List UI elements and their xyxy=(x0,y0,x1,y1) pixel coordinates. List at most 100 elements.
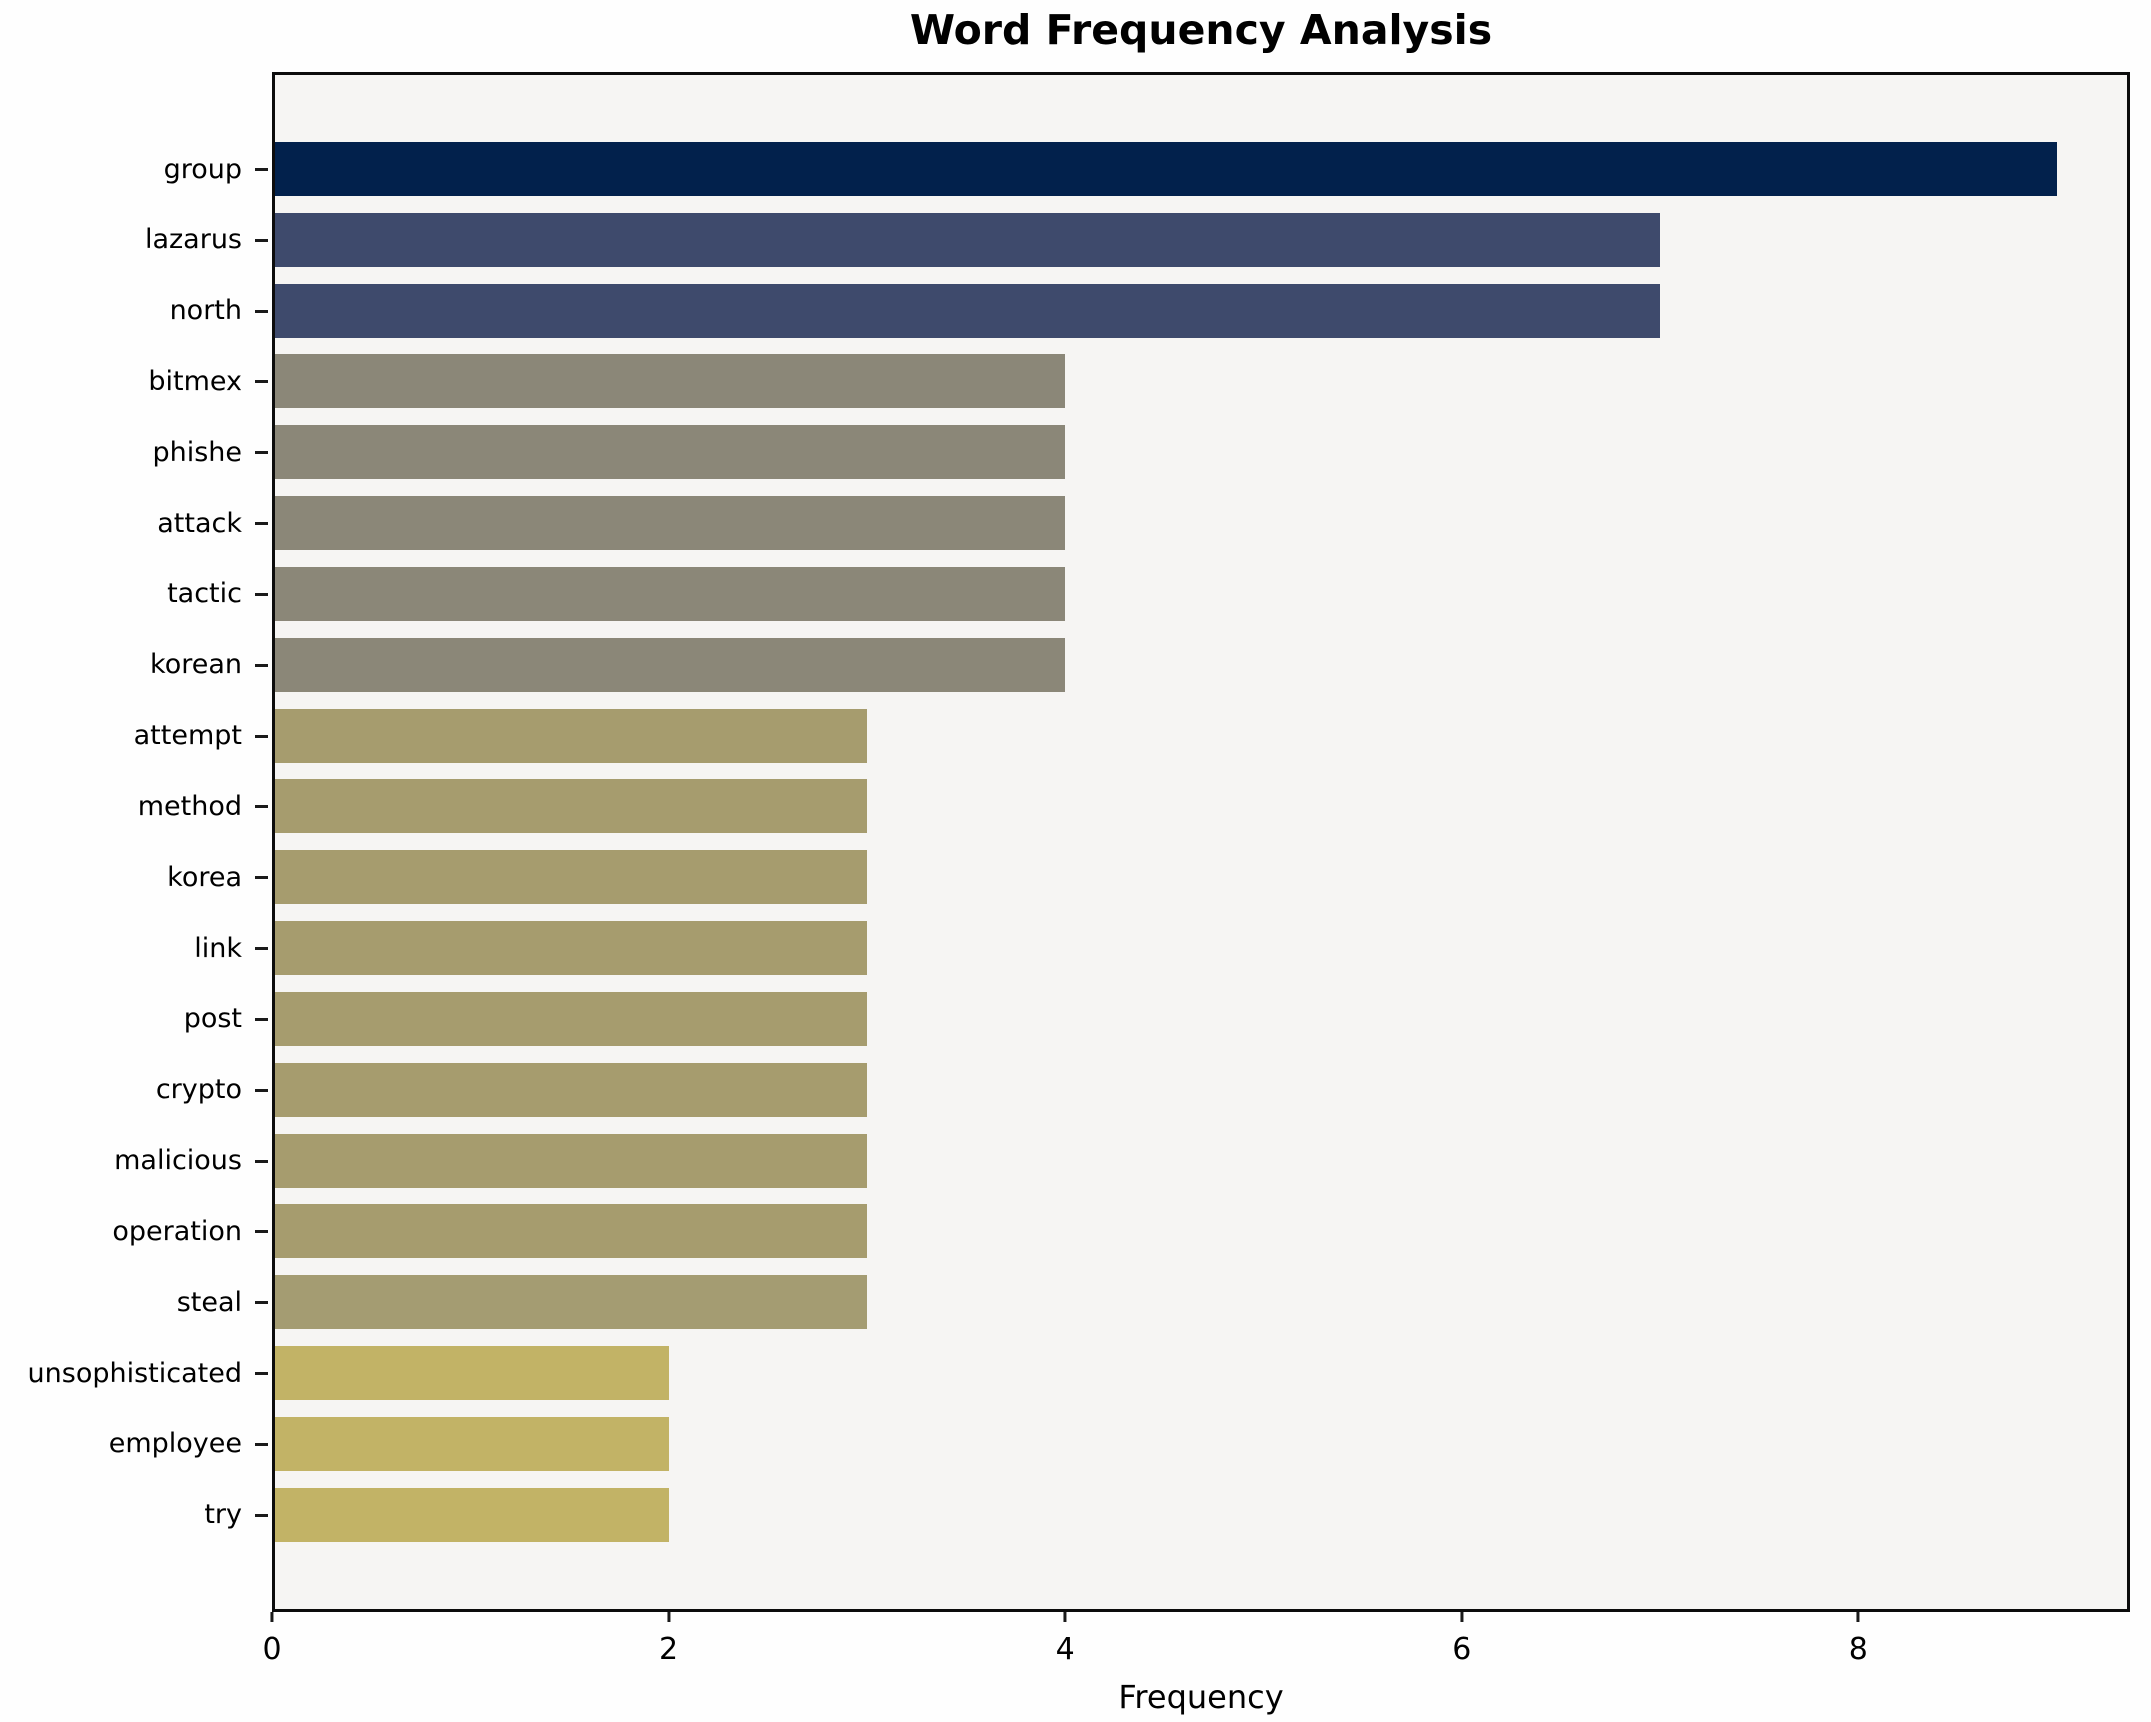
bar-zone xyxy=(272,212,2130,267)
y-tick-mark xyxy=(255,1088,268,1092)
y-tick-mark xyxy=(255,592,268,596)
bar-row: korean xyxy=(0,637,2130,692)
bar-row: post xyxy=(0,991,2130,1046)
y-tick-mark xyxy=(255,1513,268,1517)
bar-row: attempt xyxy=(0,708,2130,763)
y-axis-label: try xyxy=(0,1488,272,1542)
bar-zone xyxy=(272,991,2130,1046)
bar xyxy=(272,496,1066,551)
bar-row: bitmex xyxy=(0,354,2130,409)
x-tick-mark xyxy=(270,1612,274,1622)
bar-zone xyxy=(272,1133,2130,1188)
x-tick: 6 xyxy=(1452,1612,1471,1667)
bar-rows: group lazarus north bitmex phishe attack tacti… xyxy=(0,142,2130,1542)
y-axis-label: unsophisticated xyxy=(0,1346,272,1400)
bar xyxy=(272,142,2057,196)
x-tick: 8 xyxy=(1849,1612,1868,1667)
x-tick-mark xyxy=(667,1612,671,1622)
y-tick-mark xyxy=(255,1372,268,1376)
x-tick-label: 0 xyxy=(262,1632,282,1667)
y-axis-label: link xyxy=(0,921,272,975)
bar xyxy=(272,1416,669,1471)
bar-zone xyxy=(272,1416,2130,1471)
bar xyxy=(272,779,867,834)
bar-row: tactic xyxy=(0,566,2130,621)
bar-zone xyxy=(272,850,2130,905)
bar-row: group xyxy=(0,142,2130,196)
bar xyxy=(272,1204,867,1259)
y-tick-mark xyxy=(255,451,268,455)
bar-row: malicious xyxy=(0,1133,2130,1188)
bar-row: crypto xyxy=(0,1062,2130,1117)
bar xyxy=(272,283,1661,338)
bar-zone xyxy=(272,708,2130,763)
bar xyxy=(272,637,1066,692)
y-tick-mark xyxy=(255,1159,268,1163)
y-tick-mark xyxy=(255,168,268,171)
x-axis: 0 2 4 6 8 xyxy=(262,1612,2130,1682)
y-axis-label: tactic xyxy=(0,567,272,621)
y-tick-mark xyxy=(255,1442,268,1446)
bar-row: lazarus xyxy=(0,212,2130,267)
bar xyxy=(272,566,1066,621)
bar xyxy=(272,354,1066,409)
bar-zone xyxy=(272,496,2130,551)
bar xyxy=(272,1275,867,1330)
y-tick-mark xyxy=(255,663,268,667)
y-tick-mark xyxy=(255,805,268,809)
bar-row: steal xyxy=(0,1275,2130,1330)
bar-row: attack xyxy=(0,496,2130,551)
y-axis-label: bitmex xyxy=(0,354,272,408)
y-tick-mark xyxy=(255,876,268,880)
bar-row: employee xyxy=(0,1416,2130,1471)
y-axis-label: method xyxy=(0,779,272,833)
x-tick-label: 8 xyxy=(1848,1632,1868,1667)
y-axis-label: employee xyxy=(0,1417,272,1471)
bar-zone xyxy=(272,566,2130,621)
bar xyxy=(272,1062,867,1117)
bar xyxy=(272,1346,669,1401)
bar-zone xyxy=(272,921,2130,976)
bar-row: try xyxy=(0,1487,2130,1542)
chart-title: Word Frequency Analysis xyxy=(909,6,1493,54)
bar-zone xyxy=(272,354,2130,409)
x-tick-mark xyxy=(1063,1612,1067,1622)
y-tick-mark xyxy=(255,734,268,738)
bar-row: unsophisticated xyxy=(0,1346,2130,1401)
bar-row: operation xyxy=(0,1204,2130,1259)
bar-row: method xyxy=(0,779,2130,834)
y-tick-mark xyxy=(255,238,268,242)
y-tick-mark xyxy=(255,1230,268,1234)
bar-zone xyxy=(272,1487,2130,1542)
bar-row: korea xyxy=(0,850,2130,905)
bar xyxy=(272,921,867,976)
bar-row: phishe xyxy=(0,425,2130,480)
bar-zone xyxy=(272,142,2130,196)
y-axis-label: korean xyxy=(0,638,272,692)
x-tick-mark xyxy=(1856,1612,1860,1622)
y-tick-mark xyxy=(255,380,268,384)
y-tick-mark xyxy=(255,1017,268,1021)
y-axis-label: north xyxy=(0,284,272,338)
bar-row: north xyxy=(0,283,2130,338)
bar xyxy=(272,212,1661,267)
bar xyxy=(272,1487,669,1542)
y-axis-label: malicious xyxy=(0,1134,272,1188)
x-tick: 0 xyxy=(262,1612,282,1667)
bar-row: link xyxy=(0,921,2130,976)
y-axis-label: steal xyxy=(0,1275,272,1329)
bar-zone xyxy=(272,779,2130,834)
bar-zone xyxy=(272,425,2130,480)
x-tick: 2 xyxy=(659,1612,678,1667)
y-tick-mark xyxy=(255,947,268,951)
bar-zone xyxy=(272,637,2130,692)
y-axis-label: phishe xyxy=(0,425,272,479)
bar-zone xyxy=(272,1275,2130,1330)
bar xyxy=(272,991,867,1046)
bar xyxy=(272,1133,867,1188)
y-axis-label: attack xyxy=(0,496,272,550)
y-axis-label: crypto xyxy=(0,1063,272,1117)
y-axis-label: post xyxy=(0,992,272,1046)
y-axis-label: korea xyxy=(0,850,272,904)
y-axis-label: lazarus xyxy=(0,213,272,267)
